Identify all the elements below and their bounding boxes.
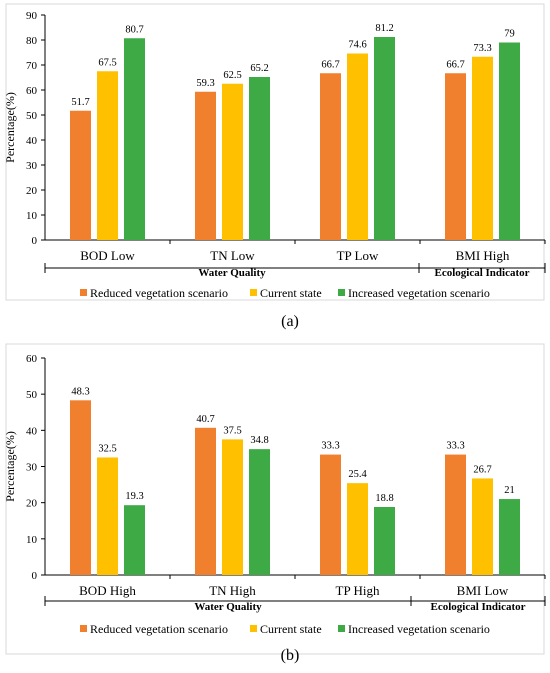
y-tick-label: 0	[32, 570, 38, 582]
data-label: 40.7	[196, 414, 214, 425]
data-label: 66.7	[446, 59, 464, 70]
data-label: 51.7	[71, 97, 89, 108]
y-tick-label: 60	[26, 85, 38, 97]
category-label: TN Low	[210, 248, 255, 263]
bar-reduced	[70, 110, 91, 240]
data-label: 67.5	[98, 57, 116, 68]
chart-frame	[5, 343, 545, 655]
bar-reduced	[195, 427, 216, 575]
panel-label: (a)	[281, 313, 299, 330]
bar-reduced	[445, 73, 466, 240]
bar-current	[347, 53, 368, 240]
bar-current	[222, 83, 243, 240]
data-label: 33.3	[446, 441, 464, 452]
category-label: BMI Low	[457, 583, 509, 598]
legend-swatch	[80, 289, 87, 296]
bar-increased	[124, 505, 145, 575]
y-tick-label: 40	[26, 135, 38, 147]
y-tick-label: 90	[26, 10, 38, 22]
data-label: 26.7	[473, 464, 491, 475]
category-label: TP Low	[337, 248, 379, 263]
data-label: 37.5	[223, 425, 241, 436]
category-label: BOD Low	[80, 248, 135, 263]
y-tick-label: 0	[32, 235, 38, 247]
bar-current	[347, 483, 368, 575]
data-label: 33.3	[321, 441, 339, 452]
bar-increased	[124, 38, 145, 240]
legend-entry: Current state	[260, 286, 322, 300]
data-label: 21	[504, 485, 515, 496]
category-label: TN High	[209, 583, 256, 598]
group-label: Ecological Indicator	[430, 601, 525, 613]
data-label: 79	[504, 29, 515, 40]
data-label: 18.8	[375, 493, 393, 504]
data-label: 32.5	[98, 443, 116, 454]
bar-current	[97, 71, 118, 240]
legend-entry: Reduced vegetation scenario	[90, 286, 228, 300]
chart-panel-2: 0 10 20 30 40 50 60 Percentage(%) 48.3 32.5 19.3 BO…	[3, 343, 546, 655]
data-label: 65.2	[250, 63, 268, 74]
legend-swatch	[80, 625, 87, 632]
panel-label: (b)	[281, 647, 300, 664]
category-label: TP High	[336, 583, 380, 598]
data-label: 74.6	[348, 40, 366, 51]
bar-increased	[499, 42, 520, 240]
category-label: BOD High	[79, 583, 136, 598]
y-tick-label: 20	[26, 185, 38, 197]
bar-reduced	[70, 400, 91, 575]
bar-reduced	[195, 91, 216, 240]
bar-current	[97, 457, 118, 575]
y-tick-label: 30	[26, 160, 38, 172]
legend-swatch	[338, 625, 345, 632]
y-axis-label: Percentage(%)	[3, 431, 17, 502]
y-tick-label: 70	[26, 60, 38, 72]
legend-swatch	[338, 289, 345, 296]
bar-current	[222, 439, 243, 575]
legend-entry: Reduced vegetation scenario	[90, 622, 228, 636]
y-tick-label: 40	[26, 425, 38, 437]
legend-entry: Current state	[260, 622, 322, 636]
bar-increased	[249, 77, 270, 240]
category-label: BMI High	[456, 248, 510, 263]
data-label: 62.5	[223, 70, 241, 81]
y-axis-label: Percentage(%)	[3, 92, 17, 163]
bar-increased	[499, 499, 520, 575]
legend-swatch	[250, 625, 257, 632]
y-tick-label: 20	[26, 498, 38, 510]
bar-current	[472, 478, 493, 575]
legend-entry: Increased vegetation scenario	[348, 286, 490, 300]
data-label: 80.7	[125, 24, 143, 35]
bar-reduced	[445, 454, 466, 575]
data-label: 81.2	[375, 23, 393, 34]
y-tick-label: 80	[26, 35, 38, 47]
bar-increased	[249, 449, 270, 575]
y-tick-label: 50	[26, 110, 38, 122]
y-tick-label: 60	[26, 353, 38, 365]
bar-current	[472, 56, 493, 240]
y-tick-label: 10	[26, 210, 38, 222]
group-label: Water Quality	[194, 601, 262, 613]
data-label: 19.3	[125, 491, 143, 502]
data-label: 34.8	[250, 435, 268, 446]
group-label: Ecological Indicator	[434, 267, 529, 279]
bar-increased	[374, 37, 395, 240]
data-label: 59.3	[196, 78, 214, 89]
data-label: 73.3	[473, 43, 491, 54]
bar-increased	[374, 507, 395, 575]
data-label: 48.3	[71, 386, 89, 397]
y-tick-label: 10	[26, 534, 38, 546]
bar-reduced	[320, 73, 341, 240]
legend-entry: Increased vegetation scenario	[348, 622, 490, 636]
legend-swatch	[250, 289, 257, 296]
y-tick-label: 30	[26, 462, 38, 474]
y-tick-label: 50	[26, 389, 38, 401]
data-label: 25.4	[348, 469, 367, 480]
chart-panel-1: 0 10 20 30 40 50 60 70 80 90 Percentage(%) 51.7 67.5…	[3, 3, 546, 301]
data-label: 66.7	[321, 59, 339, 70]
group-label: Water Quality	[198, 267, 266, 279]
chart-frame	[5, 3, 545, 301]
bar-reduced	[320, 454, 341, 575]
